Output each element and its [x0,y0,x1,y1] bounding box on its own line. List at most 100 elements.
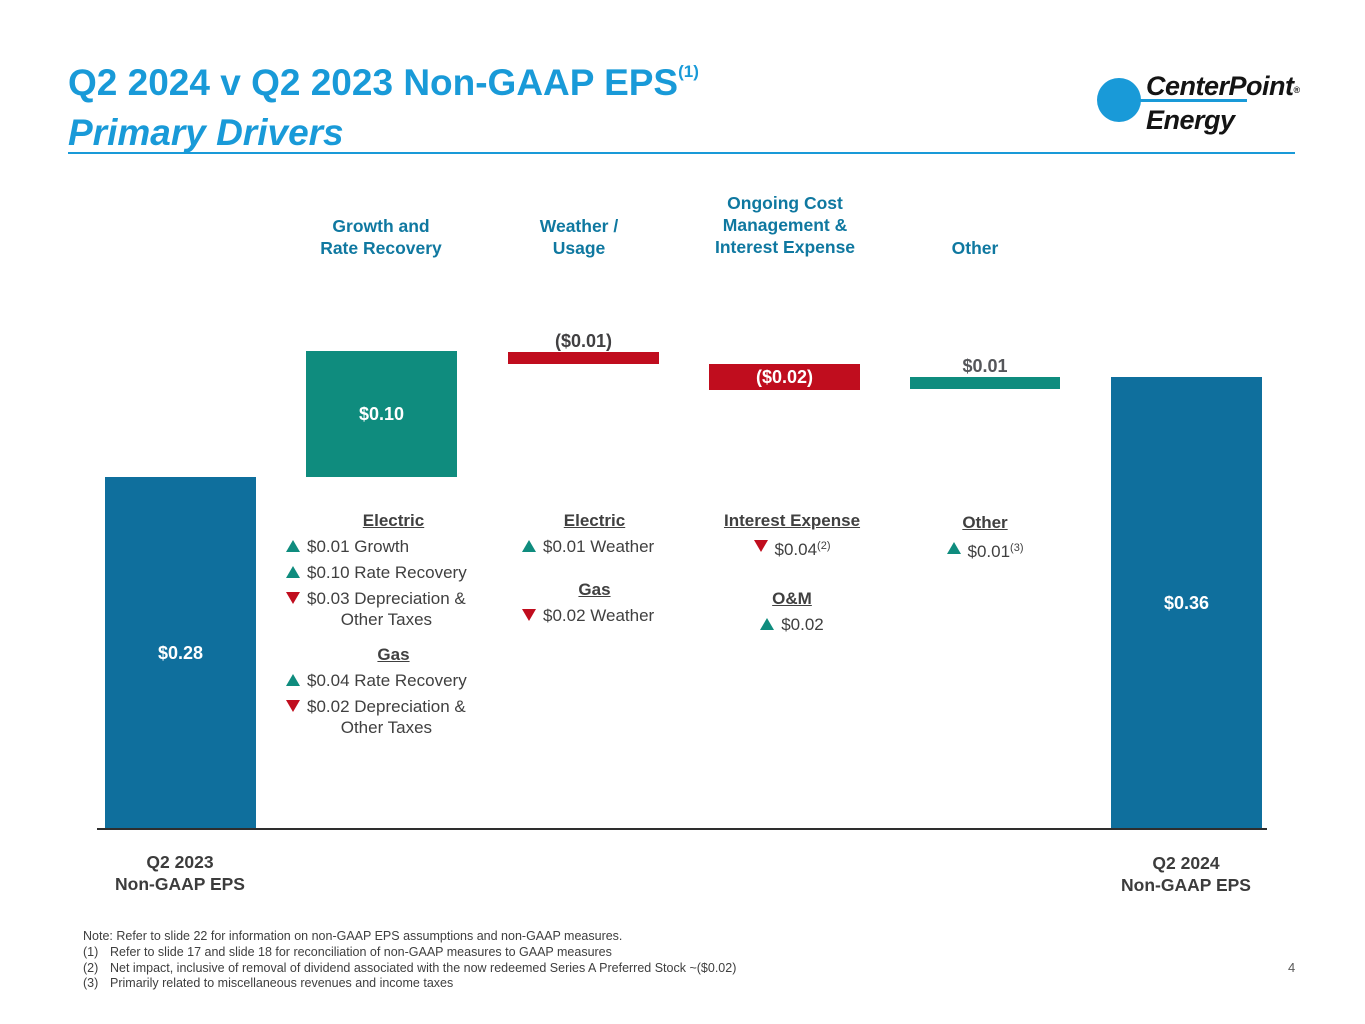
footnote-text: Net impact, inclusive of removal of divi… [110,960,737,975]
bar-value-label-other: $0.01 [962,356,1008,376]
note-line: Note: Refer to slide 22 for information … [83,929,623,943]
details-cost-management-interest: Interest Expense $0.04(2) O&M $0.02 [712,510,872,640]
axis-label-text: Non-GAAP EPS [115,874,245,894]
increase-triangle-icon [286,674,300,686]
decrease-triangle-icon [286,700,300,712]
detail-item: $0.04(2) [712,536,872,560]
slide-title: Q2 2024 v Q2 2023 Non-GAAP EPS(1) Primar… [68,47,699,158]
logo-line-1: CenterPoint® [1146,71,1300,105]
header-text: Growth and [332,216,430,236]
logo-name-2: Energy [1146,105,1235,135]
footnote-superscript: (3) [1010,542,1024,554]
header-text: Usage [552,238,606,258]
section-heading-om: O&M [772,589,812,608]
column-header-growth-rate-recovery: Growth and Rate Recovery [271,215,491,259]
decrease-triangle-icon [286,592,300,604]
detail-item: $0.02 [712,614,872,635]
detail-item: $0.02 Weather [522,605,667,626]
logo-name-1: CenterPoint [1146,71,1294,101]
footnote-1: (1) Refer to slide 17 and slide 18 for r… [83,945,736,961]
footnote-text: Refer to slide 17 and slide 18 for recon… [110,944,612,959]
axis-label-text: Q2 2024 [1152,853,1220,873]
footnote-number: (2) [83,960,99,975]
footnote-superscript: (2) [817,540,831,552]
x-axis-label-q2-2024: Q2 2024 Non-GAAP EPS [1081,852,1291,896]
detail-text: $0.04(2) [775,536,831,560]
bar-growth-rate-recovery: $0.10 [306,351,457,477]
increase-triangle-icon [946,542,961,554]
axis-label-text: Q2 2023 [146,852,214,872]
bar-value-label: $0.28 [157,642,204,663]
detail-text-line-1: $0.03 Depreciation & [307,589,466,608]
decrease-triangle-icon [753,540,768,552]
detail-text: $0.02 Weather [543,606,655,625]
footnote-3: (3) Primarily related to miscellaneous r… [83,976,736,992]
registered-trademark-icon: ® [1293,85,1301,95]
x-axis-label-q2-2023: Q2 2023 Non-GAAP EPS [75,851,285,895]
details-growth-rate-recovery: Electric $0.01 Growth $0.10 Rate Recover… [286,510,501,743]
section-heading-electric: Electric [362,511,425,530]
footnote-number: (3) [83,976,99,991]
detail-item: $0.04 Rate Recovery [286,670,501,691]
centerpoint-energy-logo: CenterPoint® Energy [1095,70,1305,136]
detail-text-line-1: $0.02 Depreciation & [307,697,466,716]
bar-other [910,377,1060,389]
column-header-weather-usage: Weather / Usage [469,215,689,259]
detail-text-line-2: Other Taxes [340,610,433,629]
increase-triangle-icon [522,540,536,552]
detail-text: $0.01 Weather [543,537,655,556]
column-header-cost-management-interest: Ongoing Cost Management & Interest Expen… [675,192,895,258]
bar-value-label: $0.10 [358,403,405,424]
detail-value: $0.01 [967,542,1011,561]
bar-value-label: $0.36 [1163,592,1210,613]
detail-text: $0.10 Rate Recovery [307,563,467,582]
footnote-2: (2) Net impact, inclusive of removal of … [83,961,736,977]
title-underline-rule [68,152,1295,154]
detail-text: $0.03 Depreciation & Other Taxes [307,588,466,630]
header-text: Interest Expense [714,237,856,257]
increase-triangle-icon [286,540,300,552]
details-weather-usage: Electric $0.01 Weather Gas $0.02 Weather [522,510,667,631]
section-heading-other: Other [962,513,1008,532]
section-heading-gas: Gas [377,645,410,664]
detail-text-line-2: Other Taxes [340,718,433,737]
title-line-2: Primary Drivers [68,112,344,153]
column-header-other: Other [951,238,999,258]
detail-item: $0.01 Weather [522,536,667,557]
logo-wordmark: CenterPoint® Energy [1146,71,1300,135]
bar-weather-usage [508,352,659,364]
detail-item: $0.02 Depreciation & Other Taxes [286,696,501,738]
section-heading-gas: Gas [578,580,611,599]
bar-q2-2023-total: $0.28 [105,477,256,829]
header-text: Weather / [539,216,619,236]
detail-item: $0.01(3) [905,538,1065,562]
header-text: Ongoing Cost [727,193,843,213]
title-text: Q2 2024 v Q2 2023 Non-GAAP EPS [68,62,679,103]
increase-triangle-icon [286,566,300,578]
logo-horizontal-line [1101,99,1247,102]
title-footnote-superscript: (1) [678,62,699,81]
details-other: Other $0.01(3) [905,512,1065,567]
footnotes: Note: Refer to slide 22 for information … [83,929,736,992]
bar-cost-management-interest: ($0.02) [709,364,860,390]
bar-q2-2024-total: $0.36 [1111,377,1262,829]
decrease-triangle-icon [522,609,536,621]
page-number: 4 [1288,960,1296,975]
detail-text: $0.01(3) [968,538,1024,562]
section-heading-electric: Electric [563,511,626,530]
title-line-1: Q2 2024 v Q2 2023 Non-GAAP EPS(1) [68,47,699,108]
x-axis-baseline [97,828,1267,830]
detail-item: $0.01 Growth [286,536,501,557]
footnote-text: Primarily related to miscellaneous reven… [110,976,454,991]
header-text: Rate Recovery [320,238,442,258]
detail-value: $0.04 [774,540,818,559]
increase-triangle-icon [760,618,775,630]
detail-text: $0.01 Growth [307,537,410,556]
detail-item: $0.10 Rate Recovery [286,562,501,583]
footnote-number: (1) [83,944,99,959]
detail-text: $0.02 Depreciation & Other Taxes [307,696,466,738]
detail-text: $0.02 [781,615,824,634]
section-heading-interest-expense: Interest Expense [723,511,861,530]
bar-value-label: ($0.02) [755,366,814,387]
